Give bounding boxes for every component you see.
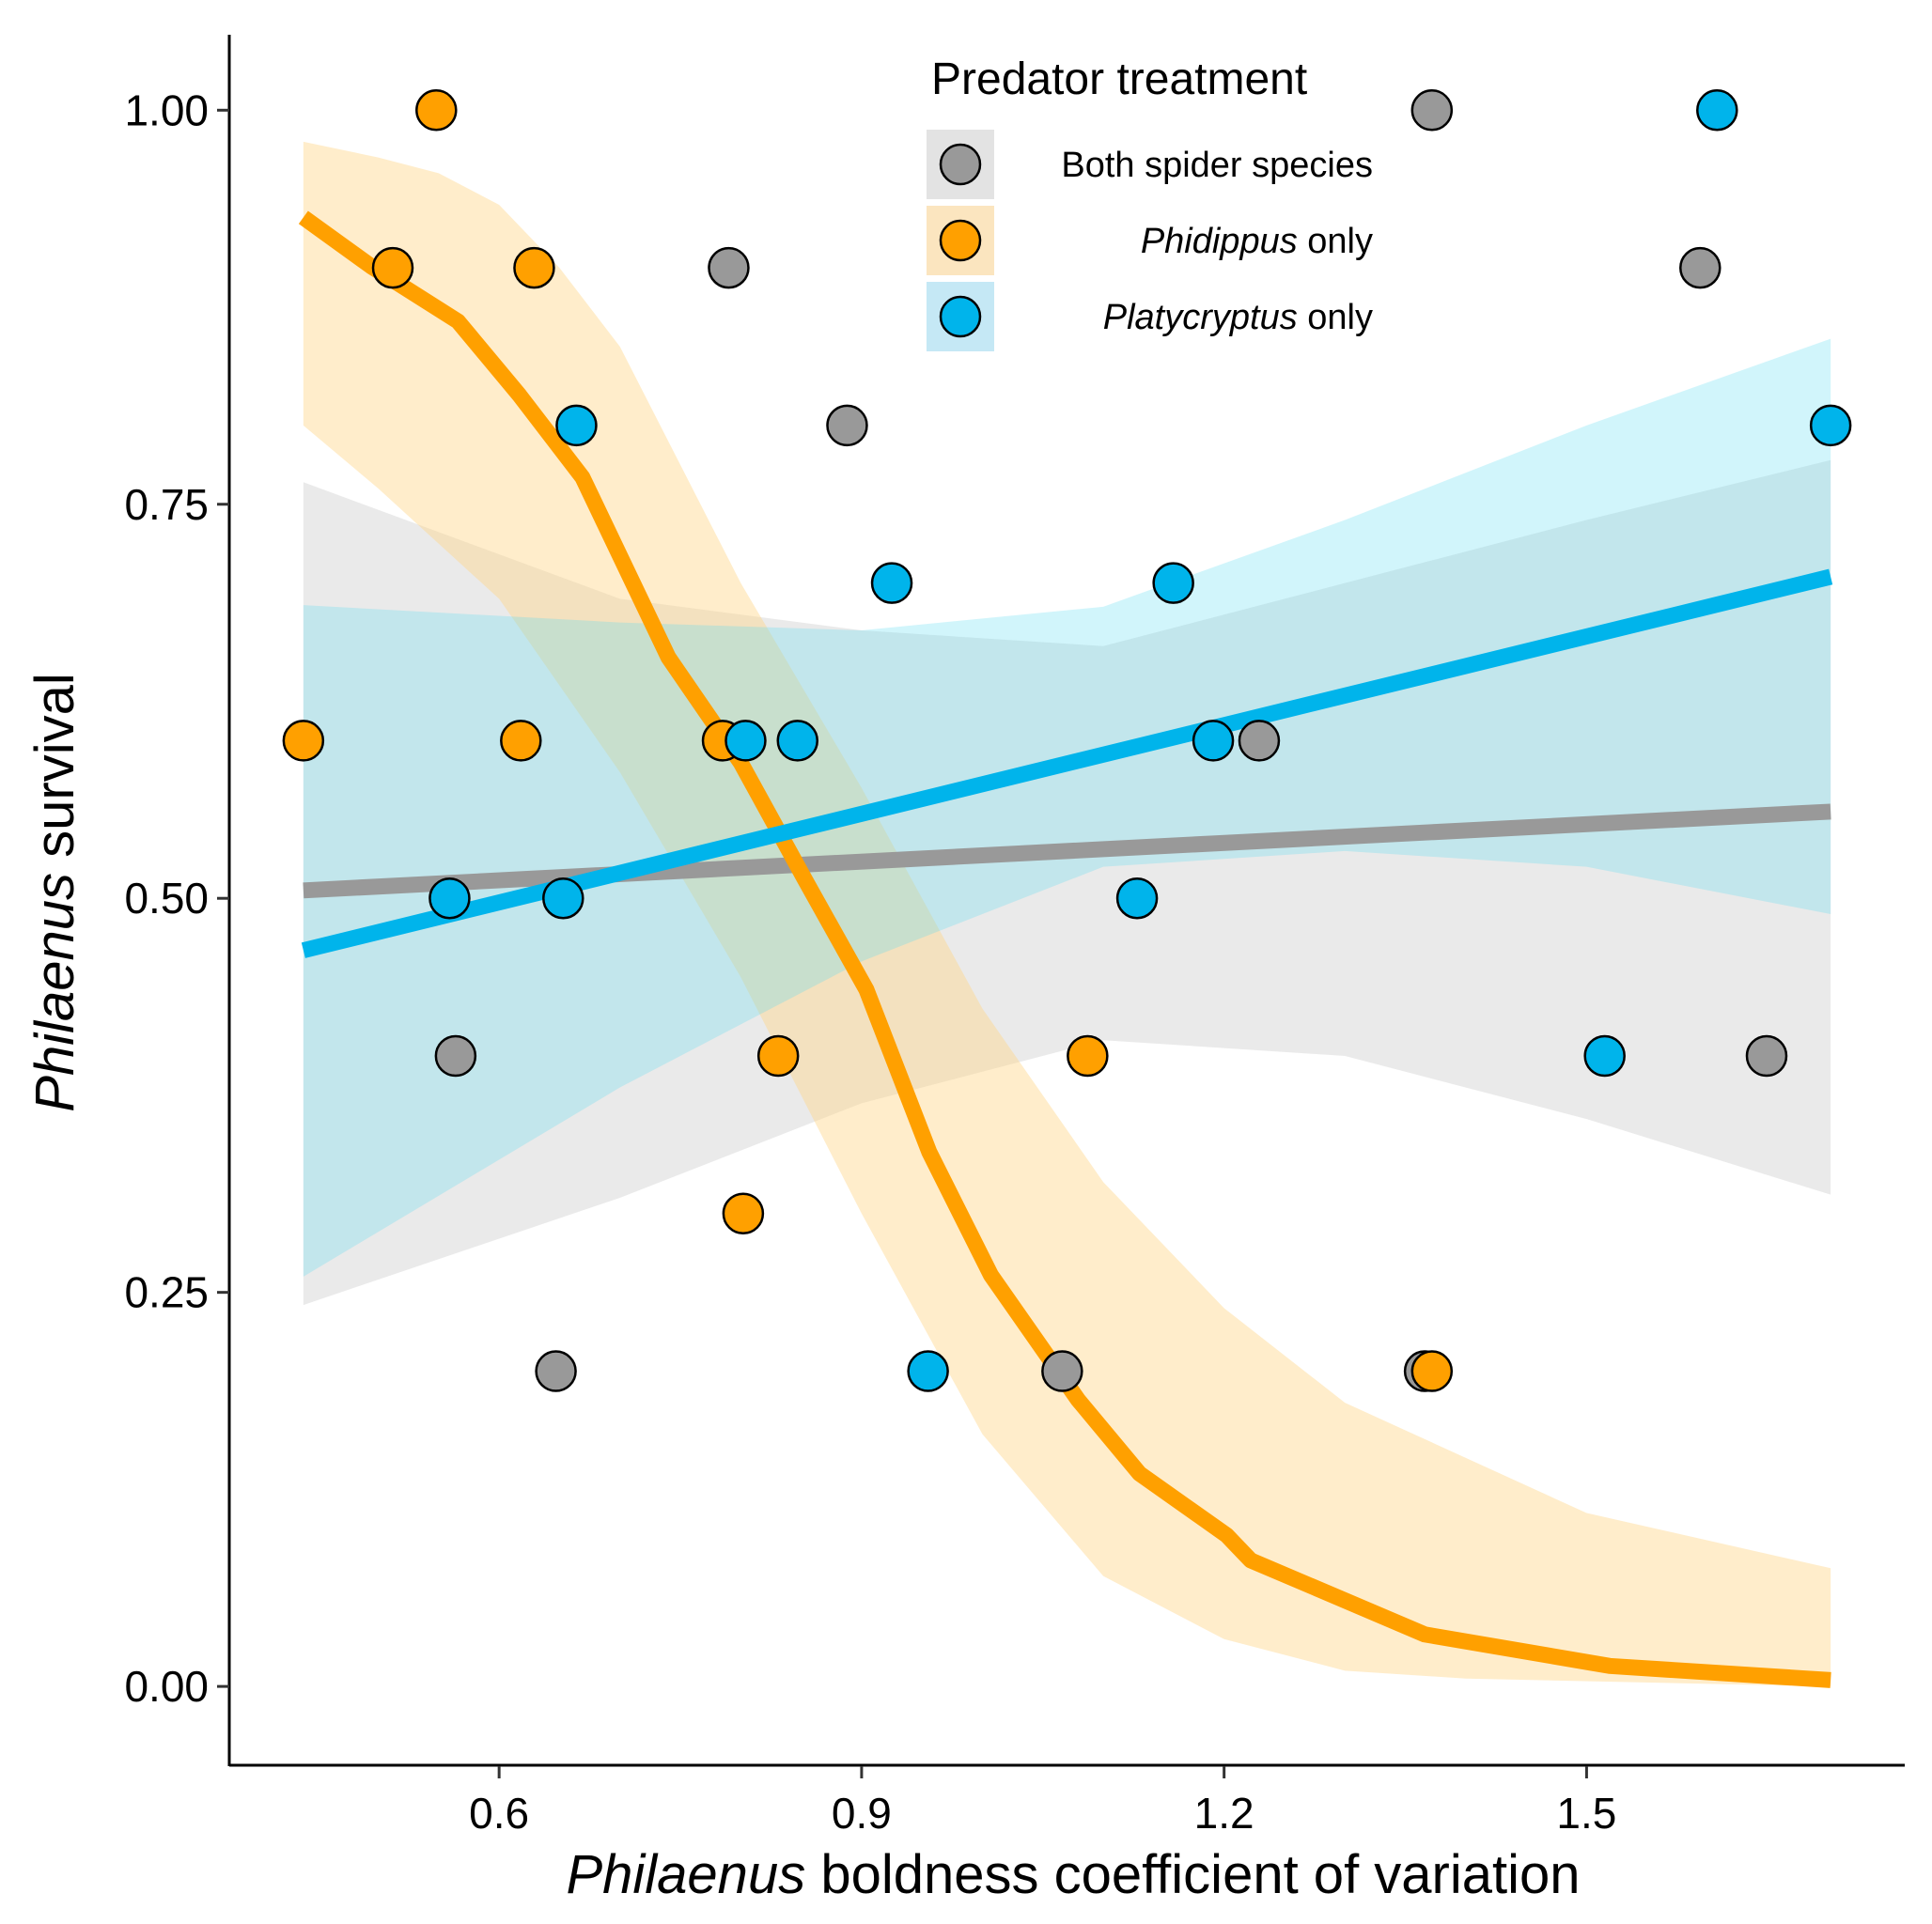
phidippus-only-point: [1067, 1034, 1109, 1078]
data-points: [282, 89, 1852, 1392]
x-ticks: 0.6 0.9 1.2 1.5: [469, 1766, 1616, 1838]
platycryptus-only-point: [428, 877, 471, 920]
platycryptus-only-point: [1583, 1034, 1626, 1078]
legend-key-point: [939, 295, 982, 338]
platycryptus-only-point: [1152, 562, 1194, 604]
axes: [227, 35, 1905, 1767]
both-spider-species-point: [1238, 720, 1281, 762]
phidippus-only-point: [1410, 1350, 1454, 1392]
phidippus-only-point: [500, 720, 542, 762]
both-spider-species-point: [1745, 1034, 1788, 1078]
y-axis-label-italic: Philaenus: [24, 873, 86, 1112]
platycryptus-only-point: [542, 877, 584, 920]
legend-key-point: [939, 143, 982, 186]
y-tick-label: 0.00: [124, 1662, 209, 1711]
legend-item-text: only: [1298, 222, 1373, 261]
platycryptus-only-point: [1115, 877, 1159, 920]
legend-item-text: only: [1298, 298, 1373, 337]
platycryptus-only-point: [555, 404, 598, 447]
platycryptus-only-ci-band: [303, 338, 1831, 1277]
x-tick-label: 0.6: [469, 1789, 529, 1838]
platycryptus-only-point: [724, 720, 767, 762]
x-tick-label: 1.5: [1556, 1789, 1616, 1838]
platycryptus-only-point: [907, 1350, 949, 1392]
y-axis-label-rest: survival: [24, 673, 86, 873]
y-tick-label: 0.75: [124, 480, 209, 529]
both-spider-species-point: [535, 1350, 577, 1392]
legend-item-label: Phidippus only: [1141, 222, 1373, 261]
phidippus-only-point: [371, 246, 414, 289]
confidence-bands: [303, 141, 1831, 1687]
legend: Predator treatment Both spider species Ph…: [927, 54, 1373, 351]
x-axis-label: Philaenus boldness coefficient of variat…: [566, 1844, 1580, 1905]
legend-item-label: Both spider species: [1061, 146, 1373, 185]
phidippus-only-point: [415, 89, 458, 132]
phidippus-only-ci-band: [303, 141, 1831, 1687]
platycryptus-only-point: [1696, 89, 1738, 132]
y-axis-label: Philaenus survival: [24, 673, 86, 1111]
both-spider-species-point: [1041, 1350, 1083, 1392]
both-spider-species-point: [1679, 246, 1722, 289]
both-spider-species-fit-line: [303, 803, 1831, 899]
x-axis-label-rest: boldness coefficient of variation: [805, 1844, 1580, 1905]
platycryptus-only-point: [776, 720, 819, 762]
y-ticks: 0.00 0.25 0.50 0.75 1.00: [124, 85, 229, 1711]
both-spider-species-point: [1410, 89, 1454, 132]
legend-item-italic: Phidippus: [1141, 222, 1298, 261]
legend-key-point: [939, 219, 982, 262]
legend-item-italic: Platycryptus: [1103, 298, 1298, 337]
platycryptus-only-point: [1809, 404, 1852, 447]
platycryptus-only-point: [870, 562, 913, 604]
y-tick-label: 0.25: [124, 1268, 209, 1317]
both-spider-species-point: [708, 246, 750, 289]
both-spider-species-point: [826, 404, 868, 447]
x-tick-label: 1.2: [1194, 1789, 1254, 1838]
y-tick-label: 1.00: [124, 85, 209, 134]
phidippus-only-fit-line: [298, 210, 1831, 1688]
phidippus-only-point: [756, 1034, 800, 1078]
legend-title: Predator treatment: [931, 54, 1307, 104]
phidippus-only-point: [282, 720, 325, 762]
x-axis-label-italic: Philaenus: [566, 1844, 805, 1905]
legend-item-label: Platycryptus only: [1103, 298, 1373, 337]
both-spider-species-point: [434, 1034, 477, 1078]
phidippus-only-point: [513, 246, 555, 289]
legend-item-text: Both spider species: [1061, 146, 1373, 185]
y-tick-label: 0.50: [124, 874, 209, 923]
platycryptus-only-point: [1192, 720, 1235, 762]
x-tick-label: 0.9: [832, 1789, 892, 1838]
phidippus-only-point: [722, 1192, 765, 1235]
